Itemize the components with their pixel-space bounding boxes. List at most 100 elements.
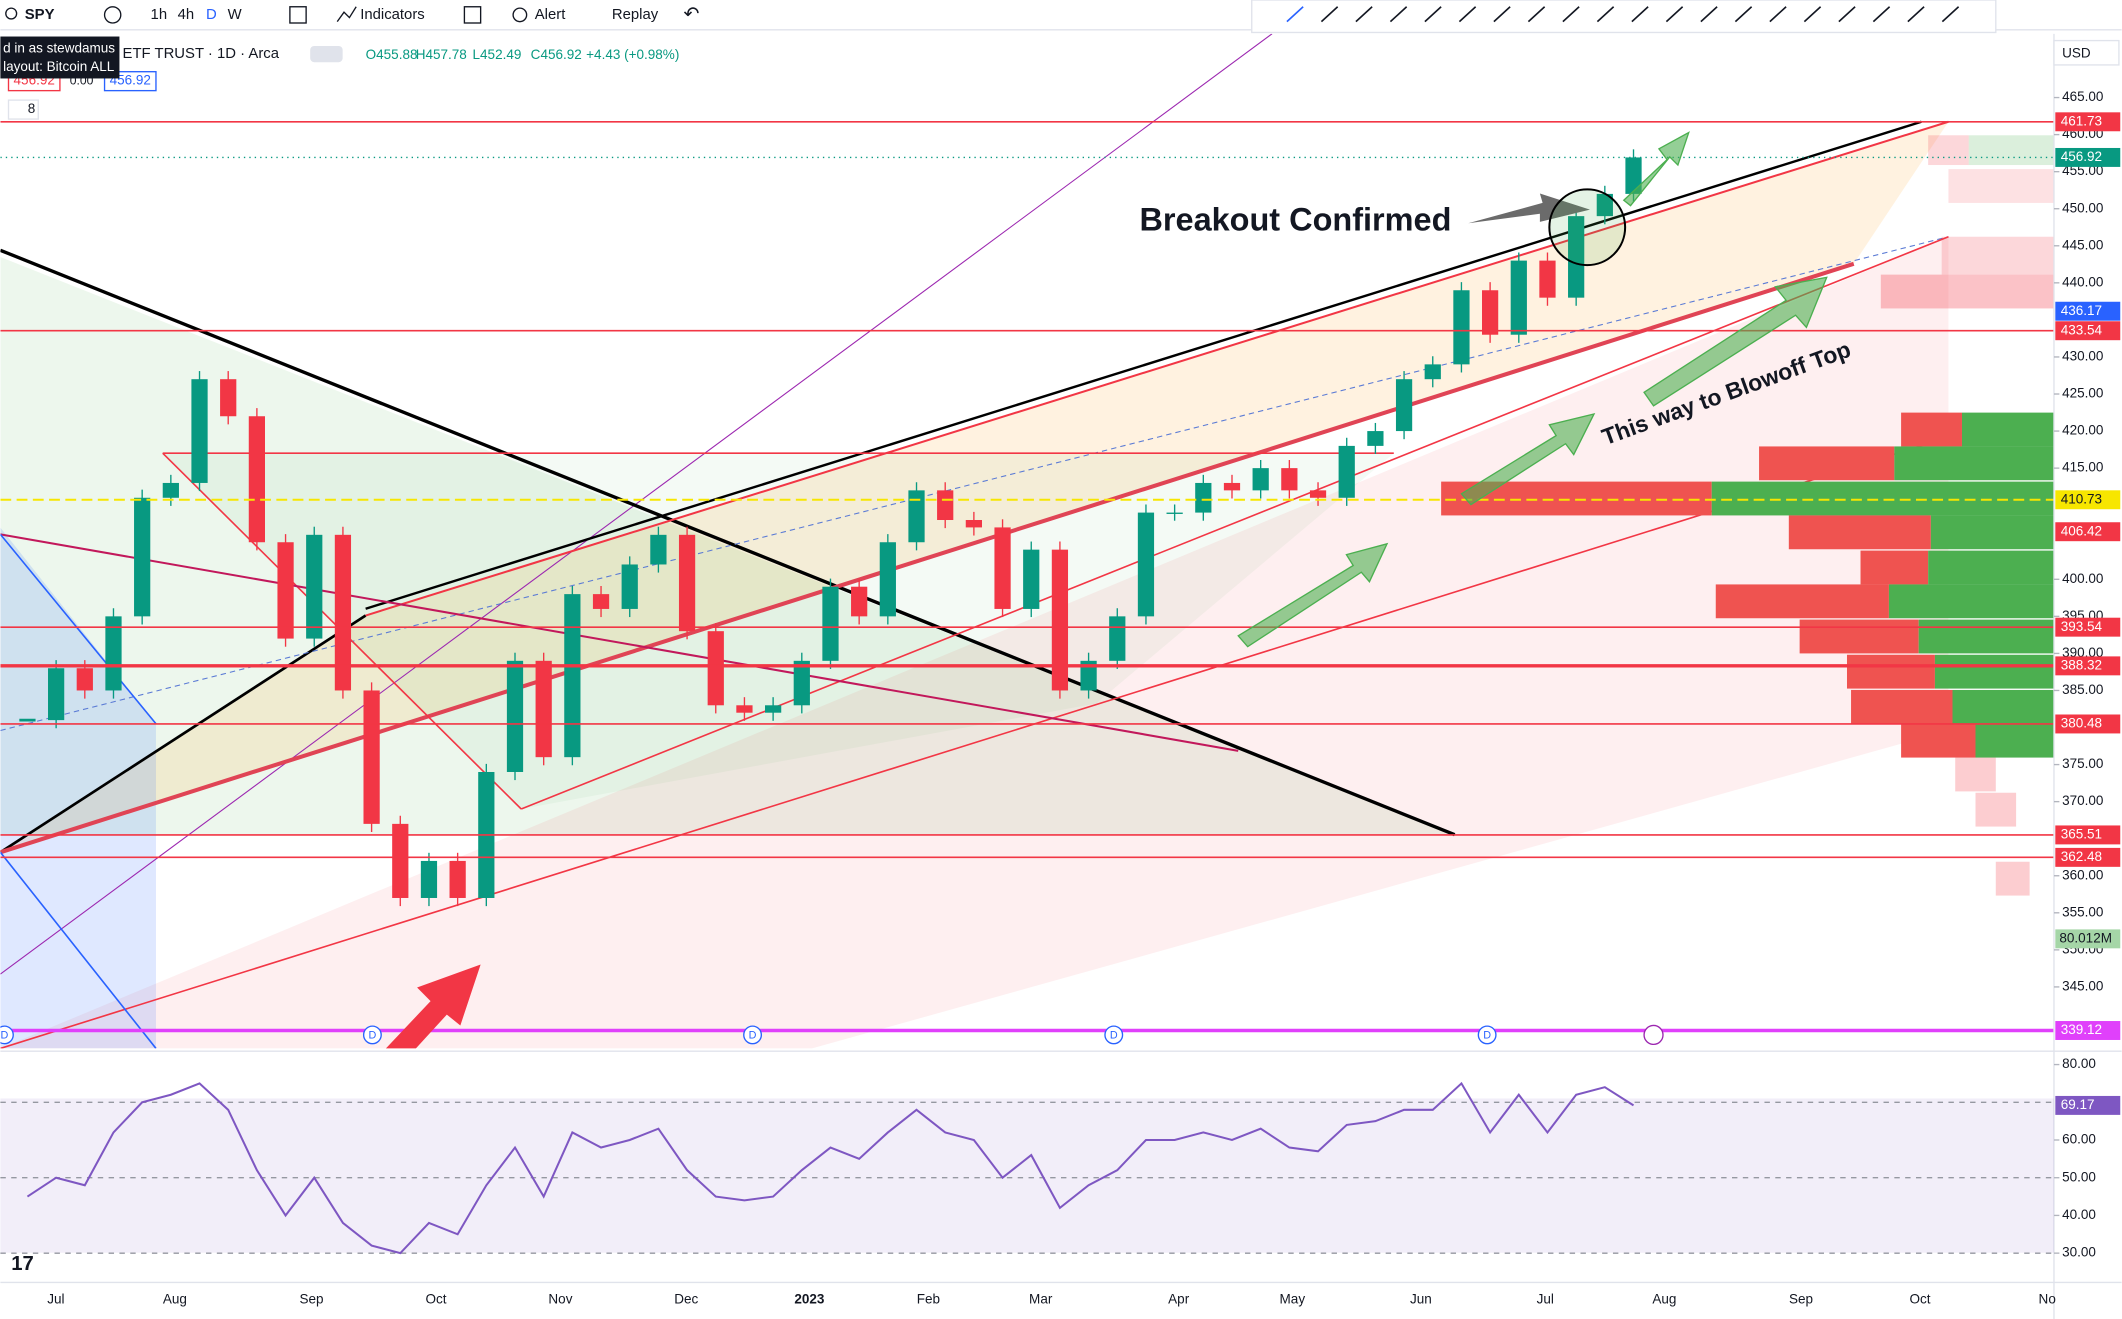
indicators-icon[interactable]: [336, 6, 357, 23]
trendline: [365, 120, 1949, 617]
tool-icon[interactable]: [1424, 6, 1442, 23]
drawing-tools: [1286, 6, 1960, 23]
tool-icon[interactable]: [1872, 6, 1891, 23]
y-tick-label: 345.00: [2062, 978, 2103, 993]
tool-icon[interactable]: [1286, 6, 1304, 23]
tool-icon[interactable]: [1631, 6, 1649, 23]
currency-box[interactable]: [2053, 39, 2120, 66]
layouts[interactable]: [463, 6, 482, 24]
candle: [1051, 549, 1069, 691]
profile-bar: [1901, 412, 1962, 447]
candle: [392, 823, 409, 898]
tool-icon[interactable]: [1907, 6, 1925, 23]
indicator-count[interactable]: 8: [28, 101, 36, 116]
dividend-label: D: [1, 1029, 9, 1041]
interval[interactable]: 4h: [178, 7, 195, 23]
profile-bar: [1955, 757, 1996, 792]
profile-bar: [1788, 515, 1931, 550]
x-tick-label: Mar: [1029, 1292, 1053, 1307]
candle: [822, 586, 839, 661]
candle: [1281, 468, 1298, 491]
candle: [191, 379, 208, 483]
price-label: 393.54: [2061, 619, 2103, 634]
profile-bar: [1948, 169, 2054, 203]
tool-icon[interactable]: [1700, 6, 1718, 23]
y-tick-label: 355.00: [2062, 904, 2103, 919]
interval[interactable]: D: [206, 7, 217, 23]
tool-icon[interactable]: [1389, 6, 1408, 23]
tool-icon[interactable]: [1596, 6, 1615, 23]
interval[interactable]: 1h: [151, 7, 168, 23]
tool-icon[interactable]: [1769, 6, 1787, 23]
chart-type[interactable]: [289, 6, 307, 24]
y-tick-label: 425.00: [2062, 386, 2103, 401]
dividend-marker: [1477, 1025, 1497, 1045]
volume-profile: [1441, 135, 2054, 896]
tool-icon[interactable]: [1734, 6, 1753, 23]
tool-icon[interactable]: [1665, 6, 1684, 23]
tool-icon[interactable]: [1838, 6, 1856, 23]
rsi-last-label: 69.17: [2061, 1097, 2095, 1112]
annotation: Breakout Confirmed: [1139, 201, 1451, 237]
tool-icon[interactable]: [1562, 6, 1580, 23]
trendline: [0, 533, 1239, 752]
replay-button[interactable]: Replay: [612, 7, 659, 23]
indicators-button[interactable]: Indicators: [360, 7, 425, 23]
candle: [1223, 482, 1241, 491]
currency[interactable]: USD: [2062, 46, 2091, 61]
tool-icon[interactable]: [1458, 6, 1477, 23]
candle: [765, 705, 782, 713]
event-marker: [1643, 1024, 1664, 1046]
price-label-box: [2055, 112, 2121, 132]
dividend-label: D: [1110, 1029, 1118, 1041]
logo: 17: [11, 1253, 34, 1275]
buy-price[interactable]: 456.92: [110, 73, 151, 88]
price-label: 410.73: [2061, 491, 2102, 506]
undo[interactable]: ↶: [684, 4, 700, 25]
change: +4.43 (+0.98%): [586, 47, 679, 62]
candle: [879, 542, 896, 617]
tool-icon[interactable]: [1320, 6, 1339, 23]
alert-button[interactable]: Alert: [535, 7, 566, 23]
rsi-pane: 80.00 60.00 50.00 40.00 30.00 69.17: [0, 1056, 2121, 1260]
candle: [1625, 157, 1642, 194]
legend-toggle[interactable]: [310, 45, 343, 63]
rsi-tick-label: 60.00: [2062, 1132, 2096, 1147]
symbol[interactable]: SPY: [25, 7, 55, 23]
candle: [1596, 193, 1613, 217]
collapse-box[interactable]: [7, 99, 39, 120]
trendline: [0, 33, 1273, 975]
candle: [1424, 364, 1441, 380]
dividend-marker: [743, 1025, 763, 1045]
price-label-box: [2055, 301, 2121, 321]
candle: [1195, 482, 1212, 513]
tool-icon[interactable]: [1941, 6, 1960, 23]
add-symbol[interactable]: [103, 6, 122, 24]
ohlc: O455.88: [366, 47, 418, 62]
price-label: 433.54: [2061, 322, 2103, 337]
y-tick-label: 465.00: [2062, 89, 2103, 104]
trendline: [365, 120, 1922, 610]
tool-icon[interactable]: [1493, 6, 1511, 23]
price-label-box: [2055, 656, 2121, 676]
arrow: [1237, 542, 1389, 648]
candle: [105, 616, 122, 691]
candle: [535, 660, 552, 758]
profile-bar: [1928, 135, 1969, 166]
tool-icon[interactable]: [1355, 6, 1373, 23]
rsi-last-box: [2055, 1095, 2121, 1115]
profile-bar: [1995, 861, 2030, 896]
tool-icon[interactable]: [1803, 6, 1822, 23]
tool-icon[interactable]: [1527, 6, 1546, 23]
candle: [1023, 549, 1040, 609]
alert-icon[interactable]: [512, 7, 528, 23]
search-icon[interactable]: [5, 7, 18, 20]
price-label-box: [2055, 490, 2121, 510]
interval[interactable]: W: [228, 7, 242, 23]
x-tick-label: Dec: [674, 1292, 698, 1307]
profile-bar: [1888, 584, 2054, 619]
rsi-line: [26, 1081, 1635, 1255]
